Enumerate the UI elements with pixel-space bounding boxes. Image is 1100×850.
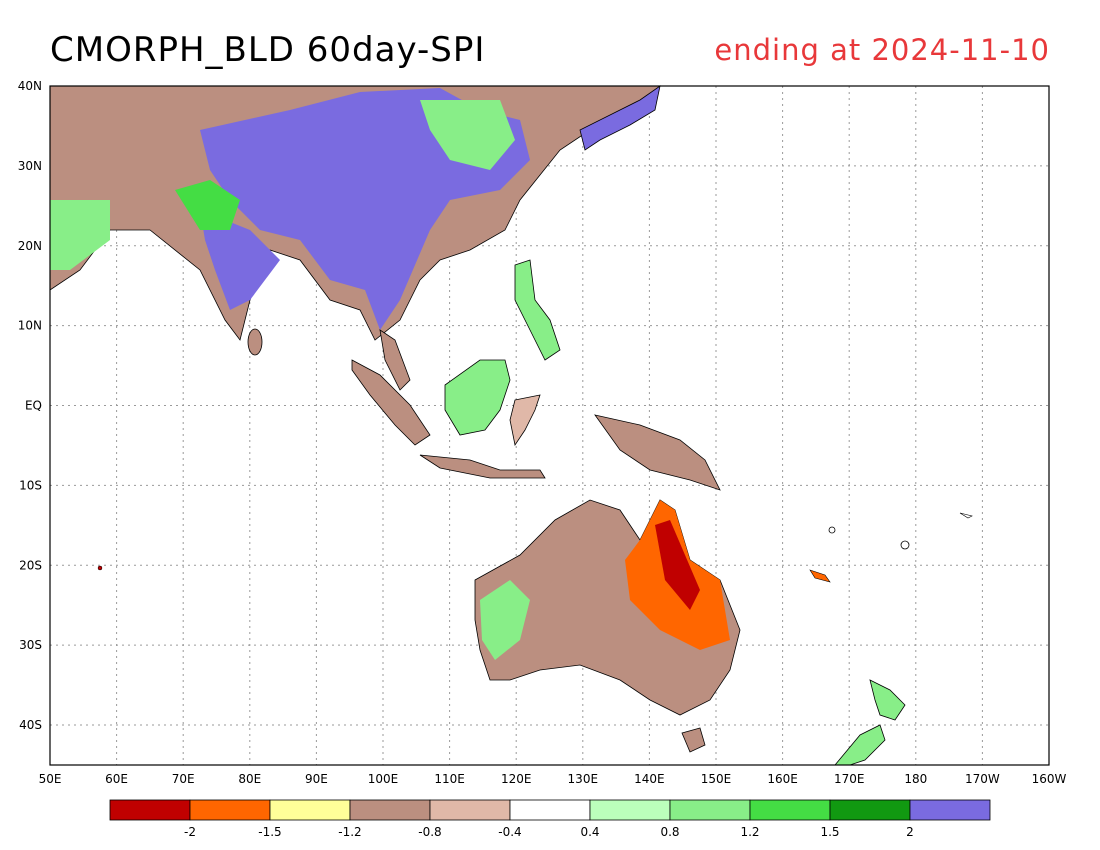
- malay-peninsula: [379, 329, 411, 391]
- new-zealand-north: [869, 679, 906, 721]
- legend-swatch: [589, 799, 671, 821]
- japan: [579, 85, 661, 151]
- legend-tick-label: -0.8: [418, 825, 441, 839]
- lon-tick-label: 50E: [39, 772, 62, 786]
- lon-tick-label: 100E: [368, 772, 399, 786]
- tasmania: [681, 727, 706, 753]
- lat-tick-label: 30N: [18, 159, 42, 173]
- new-guinea: [594, 414, 721, 491]
- green-region-3: [50, 200, 110, 270]
- legend-swatch: [749, 799, 831, 821]
- lat-tick-label: 30S: [19, 638, 42, 652]
- legend-swatch: [349, 799, 431, 821]
- australia-very-dry: [655, 520, 700, 610]
- legend-swatch: [909, 799, 991, 821]
- map-title: CMORPH_BLD 60day-SPI: [50, 30, 486, 70]
- legend-tick-label: 0.8: [660, 825, 679, 839]
- lat-tick-label: 40N: [18, 79, 42, 93]
- lon-tick-label: 60E: [105, 772, 128, 786]
- legend-tick-label: -1.2: [338, 825, 361, 839]
- lon-tick-label: 90E: [305, 772, 328, 786]
- borneo: [444, 359, 511, 436]
- island-1: [97, 565, 103, 571]
- green-region-2: [420, 100, 515, 170]
- island-3: [828, 526, 836, 534]
- legend-swatch: [269, 799, 351, 821]
- island-2: [900, 540, 910, 550]
- legend-swatch: [509, 799, 591, 821]
- island-5: [959, 512, 973, 519]
- latitude-labels: 40N 30N 20N 10N EQ 10S 20S 30S 40S: [18, 79, 42, 732]
- lon-tick-label: 170E: [834, 772, 865, 786]
- legend-tick-label: -0.4: [498, 825, 521, 839]
- lon-tick-label: 140E: [634, 772, 665, 786]
- sri-lanka: [247, 328, 263, 356]
- lat-tick-label: 20S: [19, 558, 42, 572]
- lon-tick-label: 160E: [767, 772, 798, 786]
- new-zealand-south: [834, 724, 886, 766]
- lon-tick-label: 130E: [568, 772, 599, 786]
- java: [419, 454, 546, 479]
- legend-tick-label: 2: [906, 825, 914, 839]
- legend-tick-label: 1.5: [820, 825, 839, 839]
- legend-tick-label: -2: [184, 825, 196, 839]
- lon-tick-label: 110E: [434, 772, 465, 786]
- longitude-labels: 50E 60E 70E 80E 90E 100E 110E 120E 130E 140E 150E 1…: [39, 772, 1067, 786]
- sumatra: [351, 359, 431, 446]
- lat-tick-label: 10N: [18, 319, 42, 333]
- color-legend: [109, 799, 991, 821]
- legend-tick-label: 1.2: [740, 825, 759, 839]
- legend-swatch: [829, 799, 911, 821]
- wet-region-india: [200, 210, 280, 310]
- legend-tick-label: 0.4: [580, 825, 599, 839]
- color-legend-labels: -2 -1.5 -1.2 -0.8 -0.4 0.4 0.8 1.2 1.5 2: [184, 825, 914, 839]
- lat-tick-label: EQ: [25, 399, 42, 413]
- legend-swatch: [669, 799, 751, 821]
- lon-tick-label: 170W: [965, 772, 1000, 786]
- legend-swatch: [109, 799, 191, 821]
- lon-tick-label: 180: [904, 772, 927, 786]
- legend-swatch: [429, 799, 511, 821]
- australia-wet-west: [480, 580, 530, 660]
- map-frame: [49, 85, 1050, 766]
- lat-tick-label: 20N: [18, 239, 42, 253]
- island-4: [809, 569, 831, 583]
- philippines: [514, 259, 561, 361]
- lon-tick-label: 120E: [501, 772, 532, 786]
- legend-swatch: [189, 799, 271, 821]
- green-region-1: [175, 180, 240, 230]
- lat-tick-label: 10S: [19, 478, 42, 492]
- legend-tick-label: -1.5: [258, 825, 281, 839]
- sulawesi: [509, 394, 541, 447]
- date-label: ending at 2024-11-10: [714, 33, 1050, 67]
- lat-tick-label: 40S: [19, 718, 42, 732]
- lon-tick-label: 70E: [172, 772, 195, 786]
- lon-tick-label: 160W: [1032, 772, 1067, 786]
- lon-tick-label: 80E: [238, 772, 261, 786]
- land-shading: [49, 85, 973, 766]
- lon-tick-label: 150E: [701, 772, 732, 786]
